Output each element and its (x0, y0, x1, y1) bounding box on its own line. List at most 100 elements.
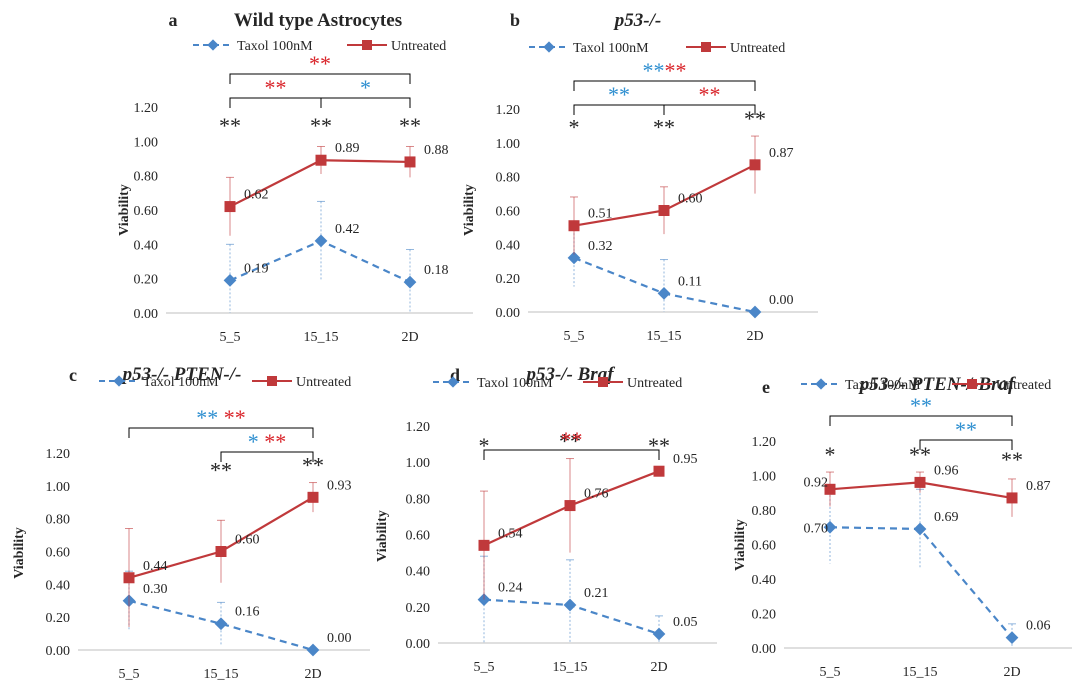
comparison-bracket (128, 427, 314, 438)
y-tick-label: 0.60 (496, 205, 521, 220)
data-point-taxol (563, 598, 577, 612)
series-line-taxol (128, 599, 314, 652)
data-label-taxol: 0.70 (804, 521, 829, 536)
legend-marker-untreated (362, 40, 372, 50)
data-point-untreated (215, 546, 227, 557)
y-tick-label: 0.20 (46, 611, 71, 626)
bracket-star-span: ** (665, 58, 687, 83)
significance-star: * (569, 114, 580, 139)
y-tick-label: 1.20 (496, 103, 521, 118)
x-tick-label: 5_5 (220, 330, 241, 345)
y-tick-label: 0.40 (406, 565, 431, 580)
y-tick-label: 0.80 (752, 504, 777, 519)
data-label-untreated: 0.87 (1026, 479, 1051, 494)
bracket-stars: ** (561, 427, 583, 452)
y-tick-label: 0.60 (134, 204, 159, 219)
data-point-untreated (824, 483, 836, 495)
legend-marker-untreated (967, 379, 977, 389)
y-tick-label: 0.60 (406, 529, 431, 544)
data-label-untreated: 0.76 (584, 487, 609, 502)
panel-letter: a (169, 10, 178, 30)
data-point-untreated (914, 476, 926, 488)
legend-label-untreated: Untreated (730, 41, 785, 56)
bracket-star-span: ** (699, 82, 721, 107)
bracket-star-span: * (360, 75, 371, 100)
data-label-untreated: 0.62 (244, 188, 269, 203)
bracket-stars: ** (309, 51, 331, 76)
comparison-bracket (573, 80, 756, 91)
legend-label-taxol: Taxol 100nM (477, 376, 553, 391)
significance-star: ** (909, 442, 931, 467)
comparison-bracket (229, 73, 411, 84)
chart-title: p53-/- (613, 10, 661, 31)
chart-panel-b: b p53-/- Taxol 100nM Untreated 0.00 0.20 0.40 0… (462, 10, 818, 344)
y-tick-label: 0.40 (496, 238, 521, 253)
data-point-taxol (652, 627, 666, 641)
panel-letter: d (450, 365, 460, 385)
data-label-taxol: 0.19 (244, 261, 269, 276)
bracket-stars: * ** (248, 429, 287, 454)
data-point-taxol (306, 643, 320, 657)
chart-panel-a: a Wild type Astrocytes Taxol 100nM Untreate… (117, 10, 473, 345)
comparison-bracket (829, 415, 1013, 426)
bracket-star-span: ** (643, 58, 665, 83)
data-label-untreated: 0.60 (678, 192, 703, 207)
comparison-bracket (663, 104, 756, 115)
data-point-untreated (658, 205, 670, 216)
y-tick-label: 1.00 (496, 137, 521, 152)
comparison-bracket (919, 439, 1013, 450)
y-tick-label: 1.20 (406, 420, 431, 435)
y-tick-label: 0.20 (496, 272, 521, 287)
x-tick-label: 2D (1003, 665, 1020, 680)
y-axis-label: Viability (733, 519, 748, 571)
data-label-untreated: 0.87 (769, 146, 794, 161)
data-label-taxol: 0.21 (584, 586, 609, 601)
bracket-star-span: ** (264, 429, 286, 454)
x-tick-label: 5_5 (474, 660, 495, 675)
legend-label-taxol: Taxol 100nM (237, 39, 313, 54)
y-tick-label: 0.80 (496, 171, 521, 186)
series-line-taxol (829, 526, 1013, 639)
y-axis-label: Viability (375, 510, 390, 562)
bracket-star-span: ** (309, 51, 331, 76)
legend-marker-untreated (267, 376, 277, 386)
data-point-untreated (1006, 492, 1018, 504)
data-point-taxol (657, 287, 671, 300)
data-point-untreated (749, 159, 761, 171)
legend: Taxol 100nM Untreated (193, 39, 446, 54)
data-point-untreated (404, 156, 416, 168)
data-label-untreated: 0.95 (673, 452, 698, 467)
data-point-taxol (223, 274, 237, 287)
y-tick-label: 0.00 (134, 307, 159, 322)
data-label-untreated: 0.44 (143, 559, 168, 574)
y-tick-label: 1.20 (752, 435, 777, 450)
data-label-taxol: 0.11 (678, 274, 702, 289)
legend-label-untreated: Untreated (296, 375, 351, 390)
data-label-taxol: 0.24 (498, 581, 523, 596)
legend-label-untreated: Untreated (627, 376, 682, 391)
data-point-untreated (224, 201, 236, 213)
y-tick-label: 0.20 (752, 608, 777, 623)
panel-letter: c (69, 365, 77, 385)
y-tick-label: 1.00 (134, 135, 159, 150)
comparison-bracket (220, 451, 314, 462)
data-label-untreated: 0.88 (424, 143, 449, 158)
x-tick-label: 15_15 (647, 329, 682, 344)
y-tick-label: 0.00 (406, 637, 431, 652)
y-tick-label: 0.80 (406, 492, 431, 507)
x-tick-label: 15_15 (553, 660, 588, 675)
y-tick-label: 1.20 (46, 447, 71, 462)
data-label-taxol: 0.18 (424, 263, 449, 278)
bracket-star-span: ** (196, 405, 218, 430)
significance-star: ** (653, 114, 675, 139)
legend-label-taxol: Taxol 100nM (143, 375, 219, 390)
significance-star: ** (210, 458, 232, 483)
x-tick-label: 5_5 (564, 329, 585, 344)
legend: Taxol 100nM Untreated (99, 375, 351, 390)
legend-label-taxol: Taxol 100nM (573, 41, 649, 56)
data-point-taxol (748, 305, 762, 319)
legend-marker-untreated (701, 42, 711, 52)
y-tick-label: 1.00 (406, 456, 431, 471)
